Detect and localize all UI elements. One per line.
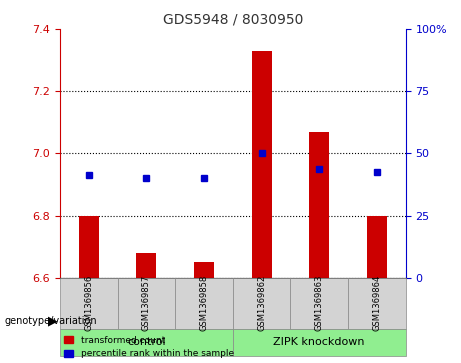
Text: GSM1369856: GSM1369856 xyxy=(84,275,93,331)
Legend: transformed count, percentile rank within the sample: transformed count, percentile rank withi… xyxy=(65,336,234,359)
FancyBboxPatch shape xyxy=(233,329,406,356)
Text: control: control xyxy=(127,337,165,347)
FancyBboxPatch shape xyxy=(60,329,233,356)
Text: genotype/variation: genotype/variation xyxy=(5,316,97,326)
Text: GSM1369857: GSM1369857 xyxy=(142,275,151,331)
Text: GSM1369863: GSM1369863 xyxy=(315,275,324,331)
Bar xyxy=(194,262,214,278)
Text: ▶: ▶ xyxy=(48,315,58,328)
Bar xyxy=(79,216,99,278)
Bar xyxy=(309,132,329,278)
FancyBboxPatch shape xyxy=(233,278,290,329)
Bar xyxy=(367,216,387,278)
FancyBboxPatch shape xyxy=(290,278,348,329)
FancyBboxPatch shape xyxy=(175,278,233,329)
Bar xyxy=(136,253,156,278)
Bar xyxy=(252,51,272,278)
Text: GSM1369858: GSM1369858 xyxy=(200,275,208,331)
FancyBboxPatch shape xyxy=(118,278,175,329)
FancyBboxPatch shape xyxy=(348,278,406,329)
Text: GSM1369864: GSM1369864 xyxy=(372,275,381,331)
Text: GSM1369862: GSM1369862 xyxy=(257,275,266,331)
Text: ZIPK knockdown: ZIPK knockdown xyxy=(273,337,365,347)
Title: GDS5948 / 8030950: GDS5948 / 8030950 xyxy=(163,12,303,26)
FancyBboxPatch shape xyxy=(60,278,118,329)
